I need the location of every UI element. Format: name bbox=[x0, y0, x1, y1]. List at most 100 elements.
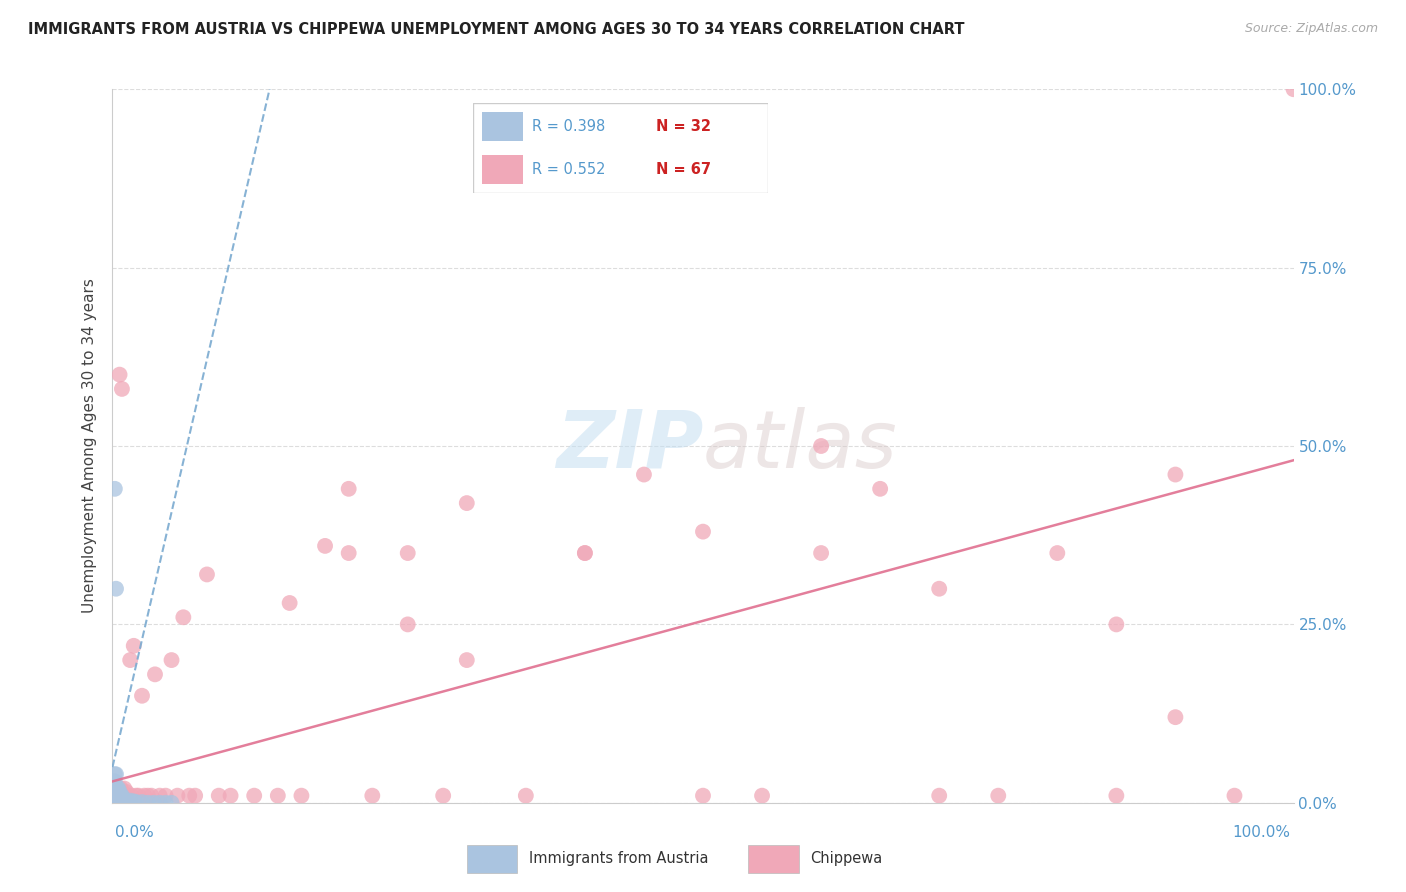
Point bbox=[1105, 617, 1128, 632]
Point bbox=[456, 496, 478, 510]
Point bbox=[110, 781, 132, 796]
Point bbox=[692, 789, 714, 803]
Point bbox=[104, 774, 127, 789]
Text: 0.0%: 0.0% bbox=[115, 825, 155, 840]
Point bbox=[103, 789, 125, 803]
Point bbox=[290, 789, 312, 803]
Point bbox=[810, 439, 832, 453]
Point bbox=[1282, 82, 1305, 96]
Point bbox=[104, 781, 127, 796]
Point bbox=[515, 789, 537, 803]
Text: atlas: atlas bbox=[703, 407, 898, 485]
Point bbox=[108, 368, 131, 382]
Text: Immigrants from Austria: Immigrants from Austria bbox=[529, 851, 709, 866]
Point bbox=[160, 653, 183, 667]
Point bbox=[751, 789, 773, 803]
Point bbox=[105, 582, 128, 596]
Point bbox=[136, 789, 159, 803]
Text: ZIP: ZIP bbox=[555, 407, 703, 485]
Point bbox=[136, 796, 159, 810]
Point bbox=[574, 546, 596, 560]
Point bbox=[105, 789, 128, 803]
Point bbox=[160, 796, 183, 810]
Point bbox=[104, 767, 127, 781]
Point bbox=[142, 796, 165, 810]
Point bbox=[104, 789, 127, 803]
Point bbox=[120, 794, 142, 808]
Point bbox=[107, 789, 129, 803]
Point bbox=[143, 667, 166, 681]
Point bbox=[117, 789, 139, 803]
Point bbox=[105, 789, 128, 803]
Text: Source: ZipAtlas.com: Source: ZipAtlas.com bbox=[1244, 22, 1378, 36]
Point bbox=[108, 789, 131, 803]
Point bbox=[1223, 789, 1246, 803]
Point bbox=[166, 789, 188, 803]
Point bbox=[692, 524, 714, 539]
Point bbox=[184, 789, 207, 803]
Point bbox=[432, 789, 454, 803]
Point bbox=[574, 546, 596, 560]
Point bbox=[243, 789, 266, 803]
Point bbox=[105, 767, 128, 781]
Point bbox=[120, 653, 142, 667]
Point bbox=[111, 382, 134, 396]
Point bbox=[195, 567, 218, 582]
Point bbox=[278, 596, 301, 610]
Point bbox=[114, 789, 136, 803]
Point bbox=[105, 781, 128, 796]
Point bbox=[104, 482, 127, 496]
Point bbox=[155, 796, 177, 810]
Point bbox=[396, 546, 419, 560]
Point bbox=[361, 789, 384, 803]
Point bbox=[1164, 467, 1187, 482]
Point bbox=[107, 785, 129, 799]
Point bbox=[108, 789, 131, 803]
Point bbox=[810, 546, 832, 560]
Point bbox=[122, 639, 145, 653]
Point bbox=[314, 539, 336, 553]
Point bbox=[219, 789, 242, 803]
Point bbox=[267, 789, 290, 803]
Text: Chippewa: Chippewa bbox=[810, 851, 882, 866]
Point bbox=[115, 794, 138, 808]
Point bbox=[155, 789, 177, 803]
Point bbox=[141, 789, 163, 803]
Point bbox=[179, 789, 201, 803]
Point bbox=[172, 610, 194, 624]
Point bbox=[337, 482, 360, 496]
Point bbox=[127, 789, 149, 803]
Point bbox=[112, 781, 135, 796]
Point bbox=[928, 789, 950, 803]
Point bbox=[131, 795, 153, 809]
Point bbox=[149, 789, 172, 803]
Point bbox=[125, 795, 148, 809]
Point bbox=[107, 781, 129, 796]
Point bbox=[456, 653, 478, 667]
Point bbox=[115, 785, 138, 799]
Point bbox=[396, 617, 419, 632]
Text: 100.0%: 100.0% bbox=[1233, 825, 1291, 840]
Point bbox=[103, 781, 125, 796]
Point bbox=[337, 546, 360, 560]
Point bbox=[112, 789, 135, 803]
Point bbox=[134, 789, 156, 803]
Point bbox=[987, 789, 1010, 803]
Point bbox=[208, 789, 231, 803]
Point bbox=[1046, 546, 1069, 560]
Point bbox=[105, 781, 128, 796]
Y-axis label: Unemployment Among Ages 30 to 34 years: Unemployment Among Ages 30 to 34 years bbox=[82, 278, 97, 614]
Bar bbox=[748, 845, 799, 872]
Point bbox=[120, 789, 142, 803]
Point bbox=[1105, 789, 1128, 803]
Point bbox=[103, 774, 125, 789]
Point bbox=[112, 792, 135, 806]
Point bbox=[125, 789, 148, 803]
Point bbox=[112, 792, 135, 806]
Point bbox=[928, 582, 950, 596]
Point bbox=[111, 785, 134, 799]
Point bbox=[108, 785, 131, 799]
Point bbox=[869, 482, 891, 496]
Point bbox=[111, 789, 134, 803]
Point bbox=[104, 789, 127, 803]
